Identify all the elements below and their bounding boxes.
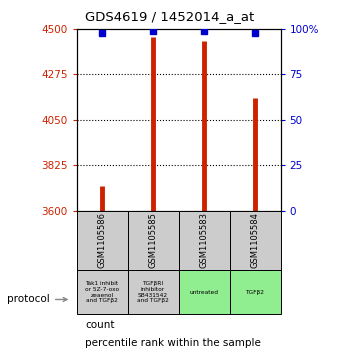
Text: GSM1105584: GSM1105584 [251, 213, 259, 268]
Text: percentile rank within the sample: percentile rank within the sample [85, 338, 261, 348]
Text: TGFβRI
inhibitor
SB431542
and TGFβ2: TGFβRI inhibitor SB431542 and TGFβ2 [137, 281, 169, 303]
Bar [178, 270, 230, 314]
Bar [230, 270, 280, 314]
Text: GSM1105586: GSM1105586 [98, 212, 106, 269]
Text: untreated: untreated [189, 290, 219, 295]
Text: GDS4619 / 1452014_a_at: GDS4619 / 1452014_a_at [85, 10, 255, 23]
Bar [76, 270, 128, 314]
Text: protocol: protocol [7, 294, 50, 305]
Bar [128, 270, 178, 314]
Text: GSM1105585: GSM1105585 [149, 213, 157, 268]
Text: TGFβ2: TGFβ2 [245, 290, 265, 295]
Bar [230, 211, 280, 270]
Bar [128, 211, 178, 270]
Text: GSM1105583: GSM1105583 [200, 212, 208, 269]
Text: Tak1 inhibit
or 5Z-7-oxo
zeaenol
and TGFβ2: Tak1 inhibit or 5Z-7-oxo zeaenol and TGF… [85, 281, 119, 303]
Bar [76, 211, 128, 270]
Bar [178, 211, 230, 270]
Text: count: count [85, 320, 115, 330]
